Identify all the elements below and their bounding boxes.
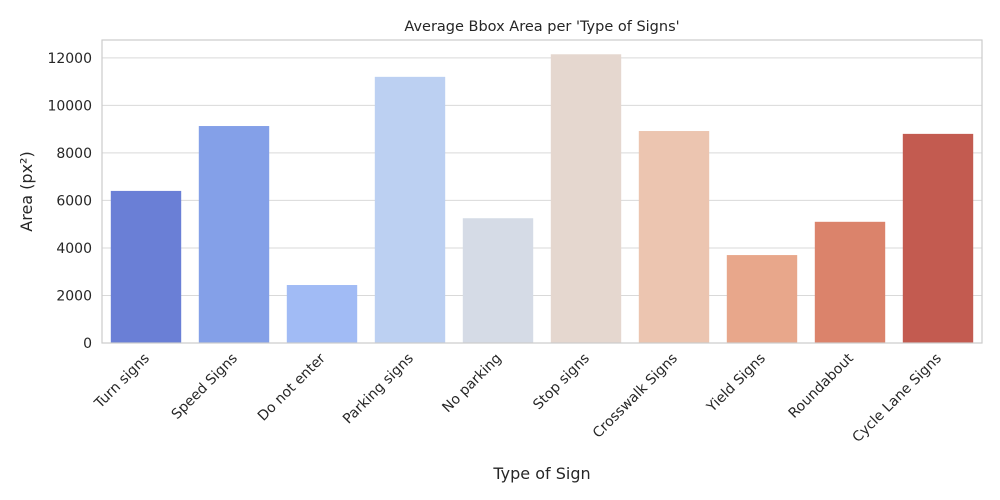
plot-frame — [101, 39, 983, 344]
y-tick-label: 4000 — [56, 241, 92, 257]
bar-cycle-lane-signs — [902, 133, 974, 343]
y-tick-label: 10000 — [47, 98, 92, 114]
x-tick-label: Speed Signs — [169, 351, 241, 423]
y-tick-label: 12000 — [47, 51, 92, 67]
bar-crosswalk-signs — [638, 131, 710, 343]
bar-roundabout — [814, 221, 886, 343]
bar-do-not-enter — [286, 285, 358, 343]
y-tick-label: 2000 — [56, 288, 92, 304]
x-tick-labels: Turn signs Speed Signs Do not enter Parking… — [91, 350, 945, 446]
bar-yield-signs — [726, 255, 798, 343]
x-tick-label: Parking signs — [340, 351, 417, 428]
y-tick-label: 6000 — [56, 193, 92, 209]
x-tick-label: Turn signs — [91, 351, 153, 413]
x-axis-label: Type of Sign — [492, 464, 590, 483]
bar-turn-signs — [110, 190, 182, 343]
x-tick-label: Roundabout — [786, 350, 858, 422]
bar-stop-signs — [550, 54, 622, 344]
y-tick-label: 8000 — [56, 146, 92, 162]
bar-speed-signs — [198, 126, 270, 344]
x-tick-label: Crosswalk Signs — [590, 351, 681, 442]
chart-title: Average Bbox Area per 'Type of Signs' — [404, 19, 679, 35]
y-tick-label: 0 — [83, 336, 92, 352]
bars — [110, 54, 974, 344]
y-axis-label: Area (px²) — [17, 151, 36, 231]
x-tick-label: Do not enter — [255, 350, 329, 424]
x-tick-label: No parking — [439, 351, 504, 416]
x-tick-label: Cycle Lane Signs — [849, 351, 944, 446]
x-tick-label: Stop signs — [530, 351, 593, 414]
bar-no-parking — [462, 218, 534, 343]
bar-parking-signs — [374, 76, 446, 343]
y-tick-labels: 0 2000 4000 6000 8000 10000 12000 — [47, 51, 92, 352]
x-tick-label: Yield Signs — [703, 351, 768, 416]
